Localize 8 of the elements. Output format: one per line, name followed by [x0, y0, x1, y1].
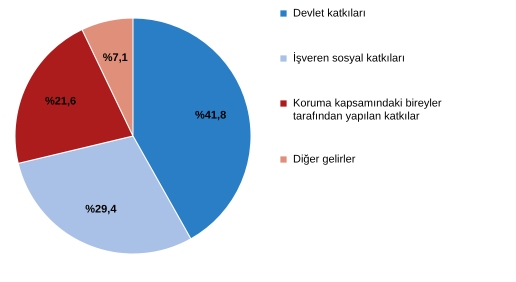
- legend-label: Koruma kapsamındaki bireyler tarafından yapılan katkılar: [293, 98, 442, 122]
- legend-label: Devlet katkıları: [293, 8, 366, 20]
- data-label: %21,6: [44, 95, 76, 108]
- data-label: %7,1: [102, 52, 128, 64]
- legend-label: İşveren sosyal katkıları: [293, 52, 405, 64]
- legend-label: Diğer gelirler: [293, 154, 356, 166]
- data-label: %41,8: [195, 110, 226, 122]
- data-label: %29,4: [85, 204, 118, 216]
